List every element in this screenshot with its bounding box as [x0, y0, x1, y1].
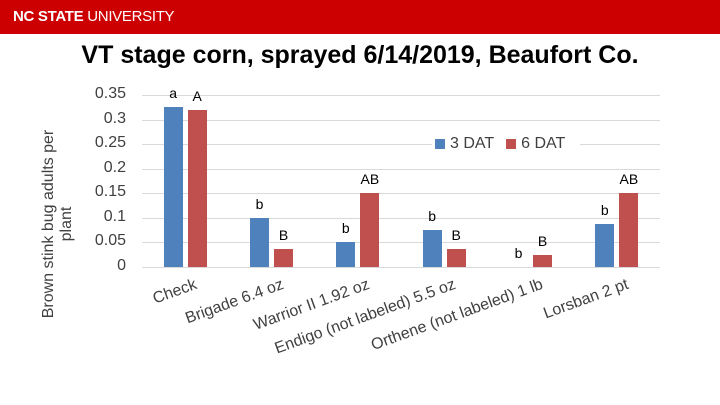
bar-6-dat	[446, 249, 466, 267]
logo-bold: NC STATE	[13, 8, 84, 25]
y-tick-label: 0.15	[94, 183, 126, 200]
nc-state-banner: NC STATE UNIVERSITY	[0, 0, 720, 34]
bar-3-dat	[163, 107, 183, 267]
bar-6-dat	[619, 193, 639, 267]
bar-6-dat	[274, 249, 293, 267]
legend-item-3dat: 3 DAT	[435, 135, 494, 153]
bar-3-dat	[595, 224, 615, 267]
significance-letter: b	[514, 245, 523, 261]
legend-swatch-3dat	[435, 139, 445, 149]
y-tick-label: 0.1	[103, 208, 126, 225]
university-logo-text: NC STATE UNIVERSITY	[13, 8, 175, 25]
legend-item-6dat: 6 DAT	[506, 135, 565, 153]
y-tick-label: 0.05	[94, 232, 126, 249]
bar-3-dat	[250, 218, 269, 267]
gridline	[142, 95, 660, 96]
gridline	[142, 218, 660, 219]
x-tick-label: Lorsban 2 pt	[541, 276, 631, 323]
y-tick-label: 0.2	[103, 159, 126, 176]
significance-letter: AB	[360, 171, 380, 187]
significance-letter: b	[255, 196, 264, 212]
slide-title: VT stage corn, sprayed 6/14/2019, Beaufo…	[81, 41, 639, 69]
significance-letter: b	[600, 202, 609, 218]
gridline	[142, 169, 660, 170]
y-tick-label: 0.3	[103, 110, 126, 127]
significance-letter: B	[278, 227, 289, 243]
significance-letter: b	[341, 220, 350, 236]
gridline	[142, 193, 660, 194]
significance-letter: B	[451, 227, 461, 243]
gridline	[142, 242, 660, 243]
significance-letter: A	[192, 88, 202, 104]
y-axis-label: Brown stink bug adults per plant	[40, 129, 75, 319]
gridline	[142, 120, 660, 121]
x-tick-label: Check	[150, 276, 200, 308]
bar-6-dat	[187, 110, 207, 267]
bar-3-dat	[422, 230, 442, 267]
bar-6-dat	[360, 193, 380, 267]
significance-letter: b	[428, 208, 437, 224]
bar-3-dat	[336, 242, 356, 267]
legend-label: 3 DAT	[450, 135, 495, 152]
significance-letter: AB	[619, 171, 639, 187]
y-tick-label: 0	[117, 257, 126, 274]
significance-letter: a	[169, 85, 178, 101]
gridline	[142, 267, 660, 268]
logo-light: UNIVERSITY	[87, 8, 175, 25]
y-tick-label: 0.25	[94, 134, 126, 151]
significance-letter: B	[537, 233, 548, 249]
bar-6-dat	[533, 255, 552, 267]
gridline	[142, 144, 660, 145]
legend-label: 6 DAT	[521, 135, 566, 152]
y-tick-label: 0.35	[94, 85, 126, 102]
chart-legend: 3 DAT 6 DAT	[432, 135, 581, 153]
legend-swatch-6dat	[506, 139, 517, 149]
